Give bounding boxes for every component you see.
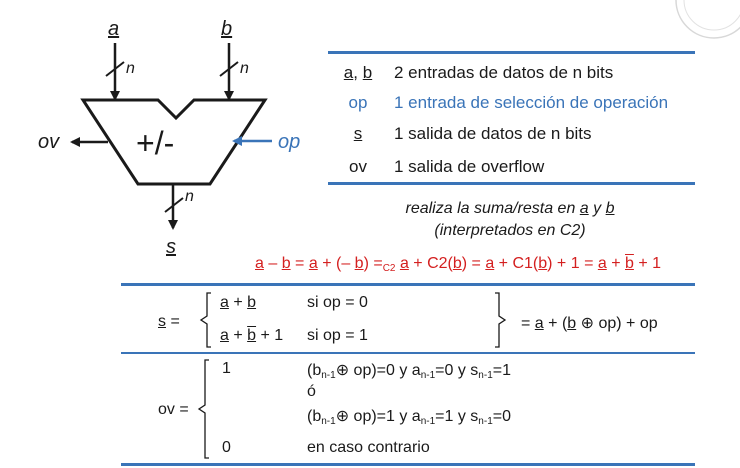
input-a-width-slash xyxy=(105,61,125,77)
note-line-1: realiza la suma/resta en a y b xyxy=(405,200,615,217)
input-b-width-slash xyxy=(219,61,239,77)
input-op-label: op xyxy=(278,131,301,153)
signal-desc: 2 entradas de datos de n bits xyxy=(394,63,614,82)
equations-bottom-rule xyxy=(121,463,695,466)
s-case-1-condition: si op = 0 xyxy=(307,294,368,311)
s-brackets xyxy=(199,292,507,348)
output-s-label: s xyxy=(166,236,176,258)
adder-subtractor-diagram xyxy=(70,43,272,230)
operation-symbol: +/- xyxy=(136,125,175,161)
signal-key: ov xyxy=(349,157,367,176)
ov-definition-label: ov = xyxy=(158,401,189,418)
s-definition-label: s = xyxy=(158,313,180,330)
input-b-label: b xyxy=(221,18,233,40)
output-ov-label: ov xyxy=(38,131,60,153)
signal-key: op xyxy=(348,93,368,112)
ov-value-1: 1 xyxy=(222,360,231,377)
equations-mid-rule xyxy=(121,352,695,354)
ov-bracket xyxy=(197,359,209,459)
s-case-1-expr: a + b xyxy=(220,294,257,311)
ov-condition-0: en caso contrario xyxy=(307,439,430,456)
signal-desc: 1 salida de datos de n bits xyxy=(394,124,592,143)
signal-desc: 1 entrada de selección de operación xyxy=(394,93,669,112)
ov-value-0: 0 xyxy=(222,439,231,456)
signal-desc: 1 salida de overflow xyxy=(394,157,545,176)
university-seal xyxy=(675,0,740,39)
s-case-2-expr: a + b + 1 xyxy=(220,327,284,344)
note-line-2: (interpretados en C2) xyxy=(434,222,586,239)
signal-key: a, b xyxy=(343,63,373,82)
ov-condition-2: (bn-1⊕ op)=1 y an-1=1 y sn-1=0 xyxy=(307,408,511,427)
equations-top-rule xyxy=(121,283,695,286)
signal-key: s xyxy=(353,124,363,143)
table-top-rule xyxy=(328,51,695,54)
table-bottom-rule xyxy=(328,182,695,185)
input-a-width: n xyxy=(126,60,135,77)
ov-condition-1: (bn-1⊕ op)=0 y an-1=0 y sn-1=1 xyxy=(307,362,511,381)
subtraction-identity: a – b = a + (– b) =C2 a + C2(b) = a + C1… xyxy=(255,255,662,274)
s-case-2-condition: si op = 1 xyxy=(307,327,368,344)
output-s-width: n xyxy=(185,188,194,205)
output-s-width-slash xyxy=(164,197,184,213)
input-b-width: n xyxy=(240,60,249,77)
ov-or-word: ó xyxy=(307,383,316,400)
s-result-expr: = a + (b ⊕ op) + op xyxy=(521,315,658,332)
input-a-label: a xyxy=(108,18,120,40)
